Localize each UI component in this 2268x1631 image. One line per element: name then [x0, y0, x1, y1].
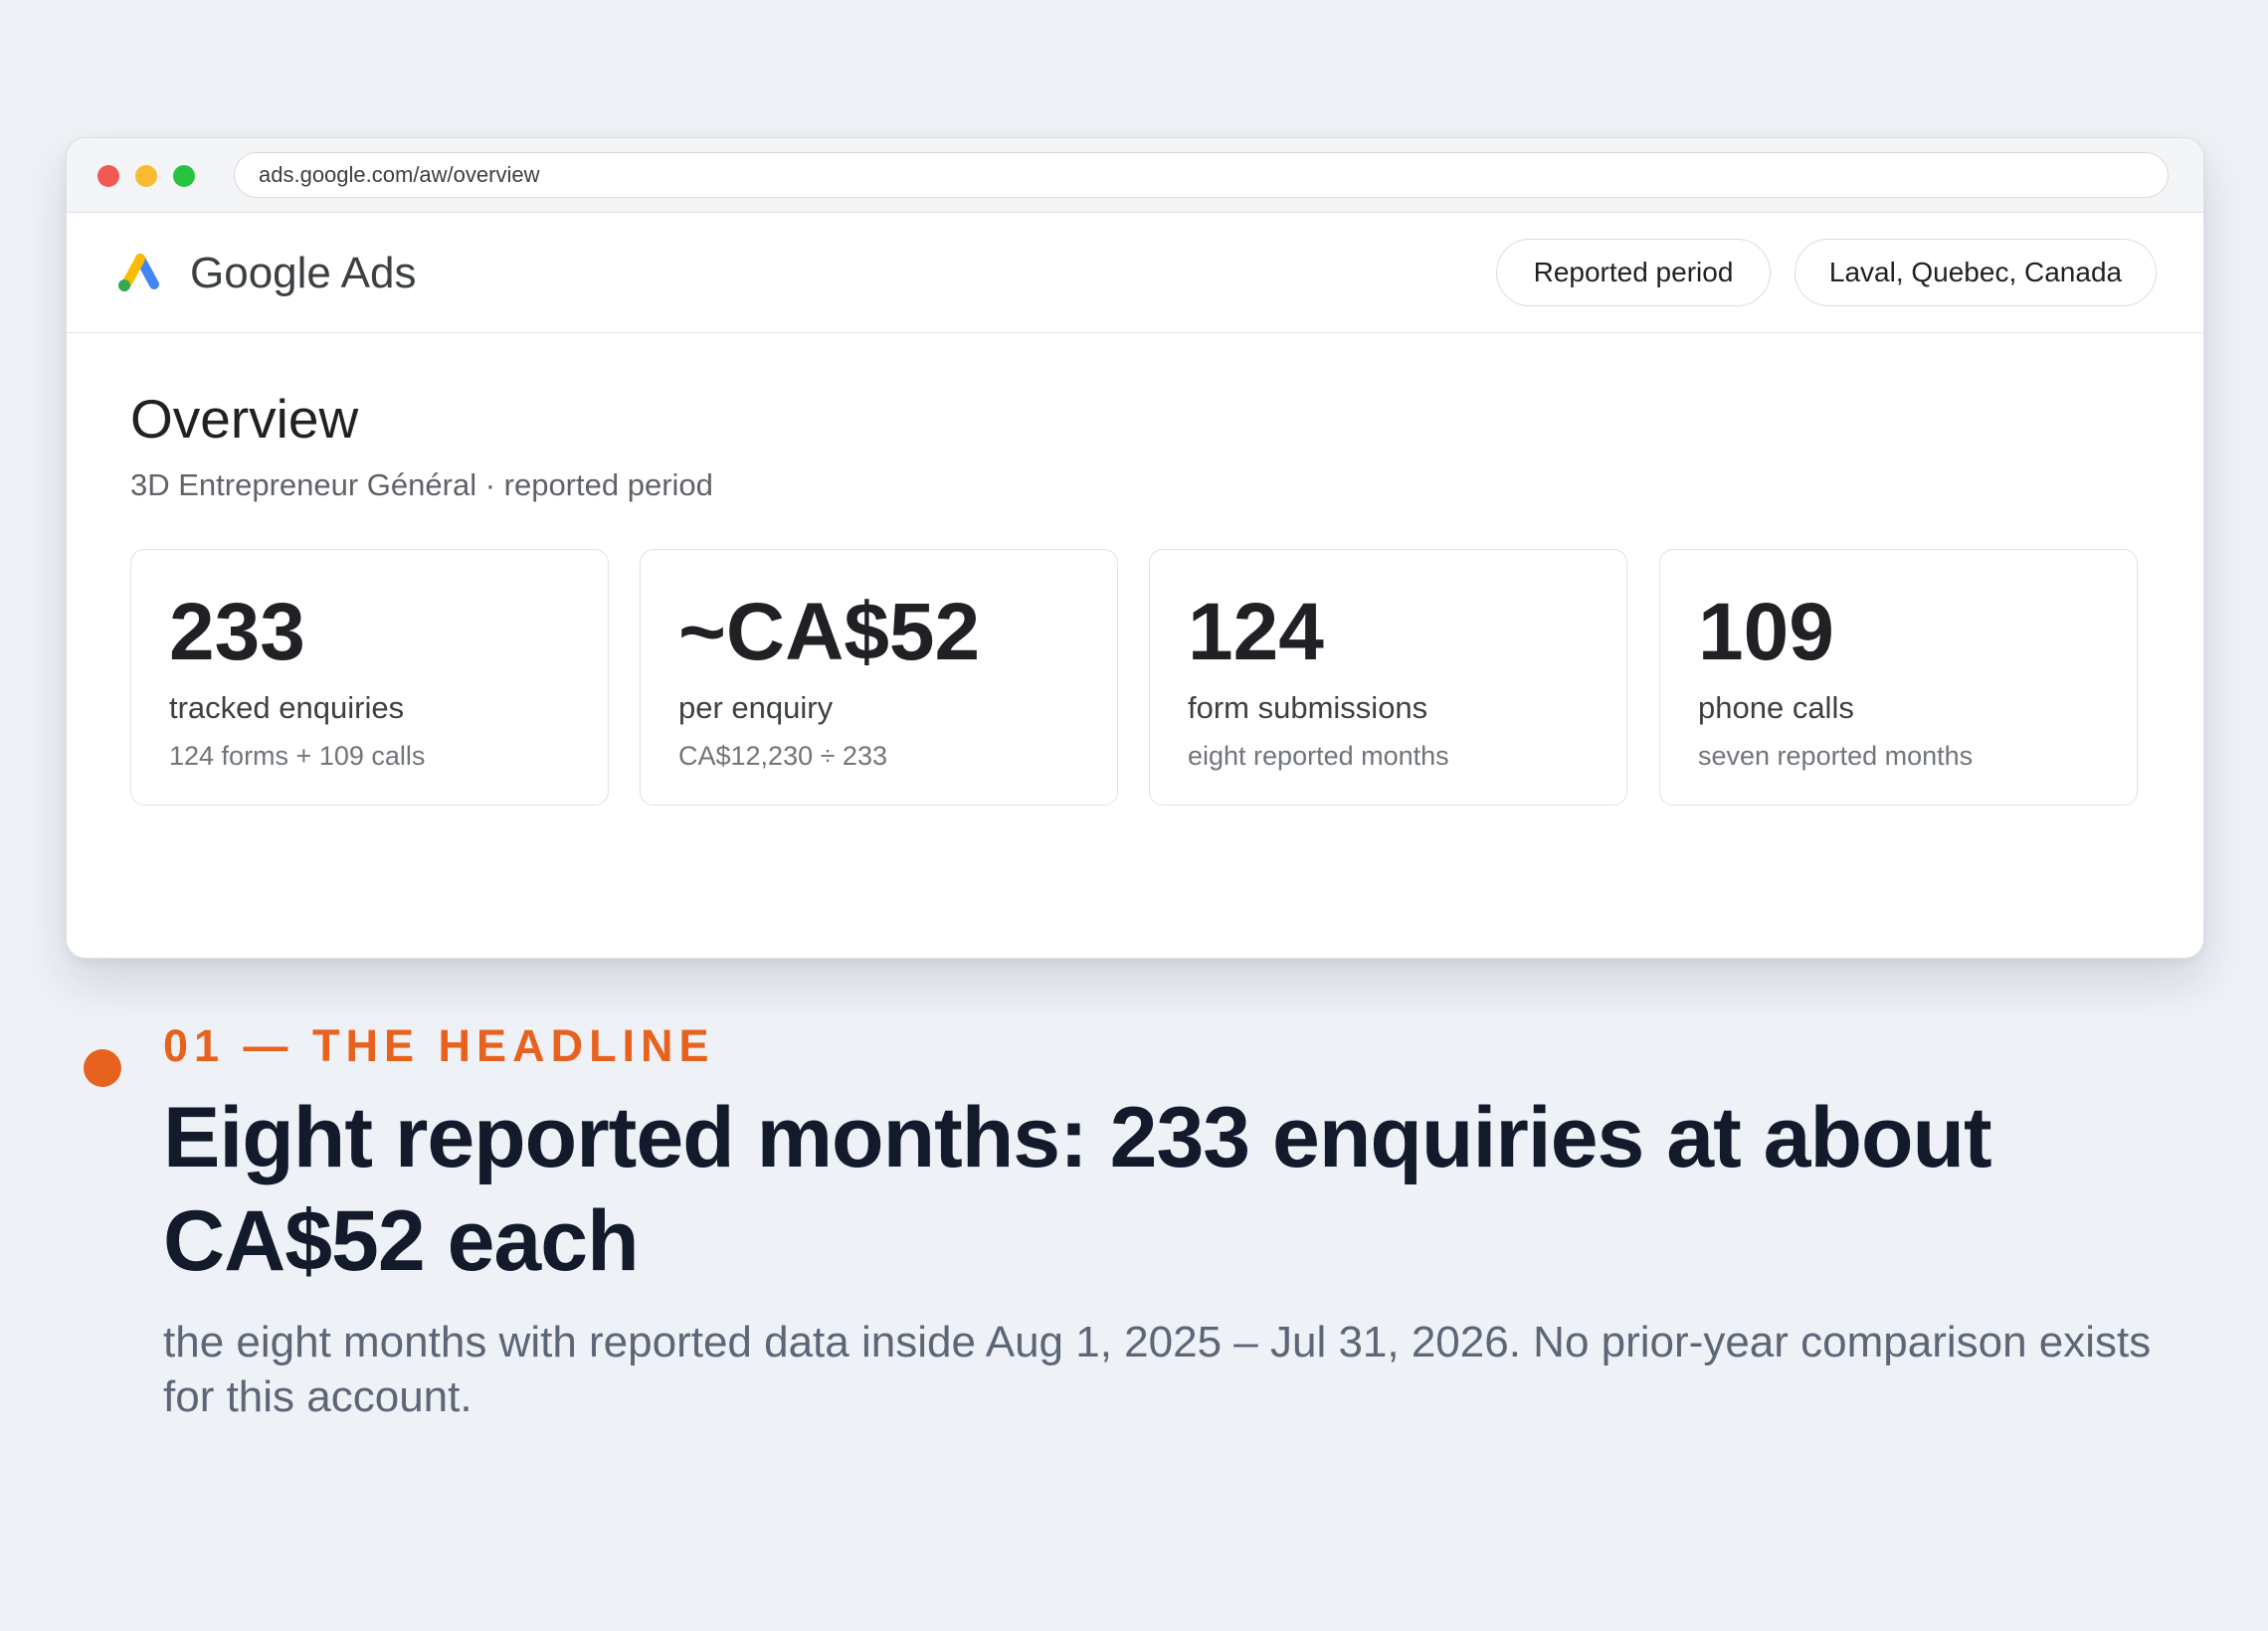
minimize-window-button[interactable]	[135, 165, 157, 187]
headline-description: the eight months with reported data insi…	[163, 1318, 2152, 1421]
close-window-button[interactable]	[97, 165, 119, 187]
app-title: Google Ads	[190, 249, 417, 297]
section-eyebrow: 01 — THE HEADLINE	[163, 1020, 715, 1071]
app-header: Google Ads Reported period Laval, Quebec…	[67, 213, 2203, 333]
page-subtitle: 3D Entrepreneur Général · reported perio…	[130, 467, 713, 502]
browser-window: ads.google.com/aw/overview Google Ads Re…	[66, 137, 2204, 959]
metric-note: CA$12,230 ÷ 233	[678, 741, 887, 771]
headline: Eight reported months: 233 enquiries at …	[163, 1090, 1992, 1289]
metric-note: seven reported months	[1698, 741, 1974, 771]
maximize-window-button[interactable]	[173, 165, 195, 187]
metric-label: phone calls	[1698, 690, 1854, 725]
location-chip[interactable]: Laval, Quebec, Canada	[1795, 239, 2157, 306]
metric-label: form submissions	[1188, 690, 1428, 725]
metric-card-form-submissions: 124 form submissions eight reported mont…	[1149, 549, 1627, 806]
metric-label: per enquiry	[678, 690, 834, 725]
metric-note: 124 forms + 109 calls	[169, 741, 426, 771]
bullet-marker	[84, 1049, 121, 1087]
metric-card-cost-per-enquiry: ~CA$52 per enquiry CA$12,230 ÷ 233	[640, 549, 1118, 806]
browser-toolbar: ads.google.com/aw/overview	[67, 138, 2203, 213]
metric-card-phone-calls: 109 phone calls seven reported months	[1659, 549, 2138, 806]
metric-label: tracked enquiries	[169, 690, 405, 725]
metric-value: ~CA$52	[678, 587, 981, 677]
google-ads-logo-icon	[118, 254, 159, 291]
metric-value: 233	[169, 587, 305, 677]
reported-period-chip[interactable]: Reported period	[1496, 239, 1771, 306]
page-title: Overview	[130, 388, 359, 450]
metric-card-enquiries: 233 tracked enquiries 124 forms + 109 ca…	[130, 549, 609, 806]
metric-value: 124	[1188, 587, 1324, 677]
metric-value: 109	[1698, 587, 1834, 677]
metric-note: eight reported months	[1188, 741, 1449, 771]
address-bar[interactable]: ads.google.com/aw/overview	[234, 152, 2169, 198]
